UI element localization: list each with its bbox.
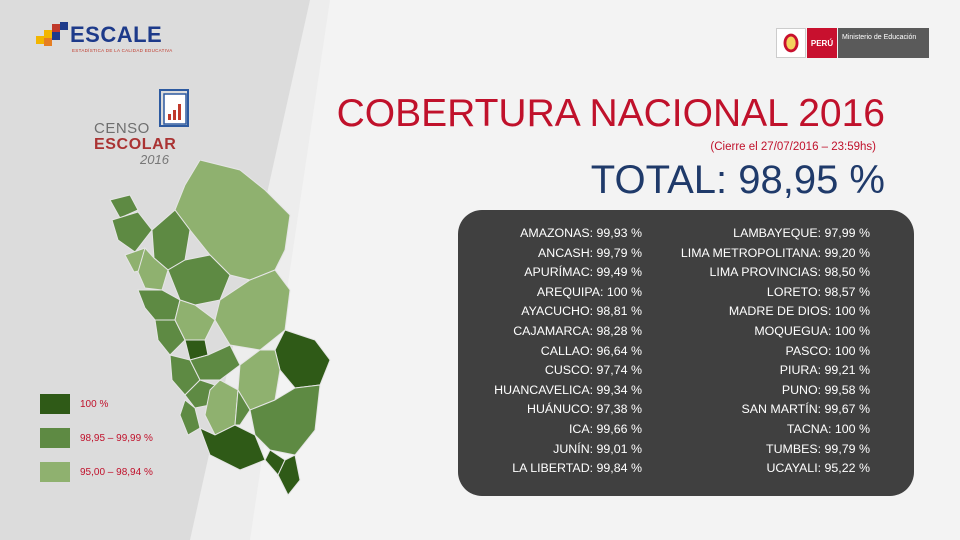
page-title: COBERTURA NACIONAL 2016 <box>336 92 885 135</box>
region-row: JUNÍN: 99,01 % <box>553 441 642 456</box>
region-row: CUSCO: 97,74 % <box>544 363 642 378</box>
region-row: TUMBES: 99,79 % <box>766 441 870 456</box>
page-subtitle: (Cierre el 27/07/2016 – 23:59hs) <box>710 141 876 153</box>
region-row: ICA: 99,66 % <box>568 421 642 436</box>
legend-swatch <box>40 428 70 448</box>
ministry-logo: PERÚ Ministerio de Educación <box>776 28 929 58</box>
region-la-libertad <box>137 289 181 321</box>
region-row: PASCO: 100 % <box>785 343 870 358</box>
region-row: AYACUCHO: 98,81 % <box>521 304 642 319</box>
region-row: APURÍMAC: 99,49 % <box>524 265 642 280</box>
region-row: CAJAMARCA: 98,28 % <box>513 323 642 338</box>
region-arequipa <box>199 424 266 471</box>
legend-item: 98,95 – 99,99 % <box>40 428 180 448</box>
escale-logo: ESCALE ESTADÍSTICA DE LA CALIDAD EDUCATI… <box>36 20 172 56</box>
censo-line1: CENSO <box>94 120 150 137</box>
legend-label: 98,95 – 99,99 % <box>80 433 153 444</box>
region-row: SAN MARTÍN: 99,67 % <box>741 402 870 417</box>
regions-right-column: LAMBAYEQUE: 97,99 % LIMA METROPOLITANA: … <box>650 224 870 479</box>
peru-badge: PERÚ <box>807 28 837 58</box>
legend-item: 100 % <box>40 394 180 414</box>
regions-panel <box>458 210 914 496</box>
censo-line2: ESCOLAR <box>94 136 177 153</box>
region-row: HUÁNUCO: 97,38 % <box>527 402 642 417</box>
region-row: MOQUEGUA: 100 % <box>754 323 870 338</box>
region-madre-de-dios <box>274 329 331 389</box>
peru-map <box>109 160 331 496</box>
legend-swatch <box>40 394 70 414</box>
region-row: UCAYALI: 95,22 % <box>766 461 870 476</box>
region-row: HUANCAVELICA: 99,34 % <box>494 382 642 397</box>
region-row: LAMBAYEQUE: 97,99 % <box>733 226 870 240</box>
escale-logo-tagline: ESTADÍSTICA DE LA CALIDAD EDUCATIVA <box>72 48 173 53</box>
legend-item: 95,00 – 98,94 % <box>40 462 180 482</box>
book-chart-icon <box>159 89 189 127</box>
region-row: MADRE DE DIOS: 100 % <box>728 304 870 319</box>
region-tacna <box>277 454 301 496</box>
regions-left-column: AMAZONAS: 99,93 % ANCASH: 99,79 % APURÍM… <box>470 224 642 479</box>
escale-logo-mark <box>36 22 68 46</box>
region-row: PIURA: 99,21 % <box>779 363 870 378</box>
region-ica <box>179 399 201 436</box>
region-row: LIMA PROVINCIAS: 98,50 % <box>709 265 870 280</box>
region-ancash <box>154 319 186 356</box>
total-coverage: TOTAL: 98,95 % <box>590 158 885 202</box>
region-row: LA LIBERTAD: 99,84 % <box>512 461 642 476</box>
ministry-name: Ministerio de Educación <box>838 28 929 58</box>
region-row: TACNA: 100 % <box>786 421 870 436</box>
region-apurimac <box>234 388 251 426</box>
coat-of-arms-icon <box>776 28 806 58</box>
censo-line3: 2016 <box>140 152 169 167</box>
region-row: ANCASH: 99,79 % <box>538 245 642 260</box>
region-piura <box>111 211 153 253</box>
escale-logo-text: ESCALE <box>70 22 163 47</box>
censo-escolar-logo: CENSO ESCOLAR 2016 <box>94 88 204 168</box>
region-row: LIMA METROPOLITANA: 99,20 % <box>680 245 870 260</box>
region-san-martin <box>167 254 231 306</box>
region-tumbes <box>109 194 139 219</box>
region-row: CALLAO: 96,64 % <box>540 343 642 358</box>
legend-label: 100 % <box>80 399 109 410</box>
legend-swatch <box>40 462 70 482</box>
region-row: PUNO: 99,58 % <box>781 382 870 397</box>
legend-label: 95,00 – 98,94 % <box>80 467 153 478</box>
region-row: AREQUIPA: 100 % <box>536 284 642 299</box>
region-row: LORETO: 98,57 % <box>766 284 870 299</box>
region-row: AMAZONAS: 99,93 % <box>520 226 642 240</box>
